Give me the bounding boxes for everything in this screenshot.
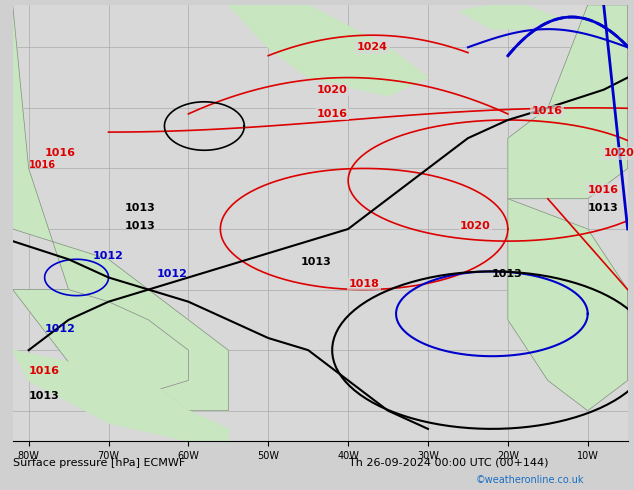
Text: 1012: 1012 [44, 324, 75, 334]
Text: 1024: 1024 [356, 42, 387, 52]
Polygon shape [508, 5, 628, 199]
Text: 1013: 1013 [124, 203, 155, 213]
Text: 1013: 1013 [301, 257, 331, 268]
Text: 1016: 1016 [588, 185, 619, 195]
Text: 1016: 1016 [29, 367, 60, 376]
Polygon shape [13, 5, 228, 411]
Text: 1013: 1013 [588, 203, 619, 213]
Text: 1012: 1012 [93, 251, 124, 261]
Polygon shape [13, 350, 228, 441]
Text: Surface pressure [hPa] ECMWF: Surface pressure [hPa] ECMWF [13, 458, 185, 468]
Polygon shape [13, 290, 188, 392]
Text: 1020: 1020 [317, 85, 347, 95]
Text: 1012: 1012 [157, 270, 187, 279]
Text: ©weatheronline.co.uk: ©weatheronline.co.uk [476, 475, 584, 485]
Text: 1018: 1018 [349, 278, 380, 289]
Text: 1016: 1016 [316, 109, 347, 119]
Text: 1016: 1016 [44, 148, 75, 158]
Text: 1020: 1020 [460, 221, 491, 231]
Polygon shape [508, 199, 628, 411]
Text: 1020: 1020 [604, 148, 634, 158]
Polygon shape [228, 5, 428, 96]
Text: 1013: 1013 [492, 270, 522, 279]
Text: 1016: 1016 [532, 106, 563, 116]
Polygon shape [460, 5, 556, 29]
Text: 1013: 1013 [124, 221, 155, 231]
Text: Th 26-09-2024 00:00 UTC (00+144): Th 26-09-2024 00:00 UTC (00+144) [349, 458, 548, 468]
Text: 1013: 1013 [29, 391, 60, 401]
Text: 1016: 1016 [29, 160, 56, 171]
